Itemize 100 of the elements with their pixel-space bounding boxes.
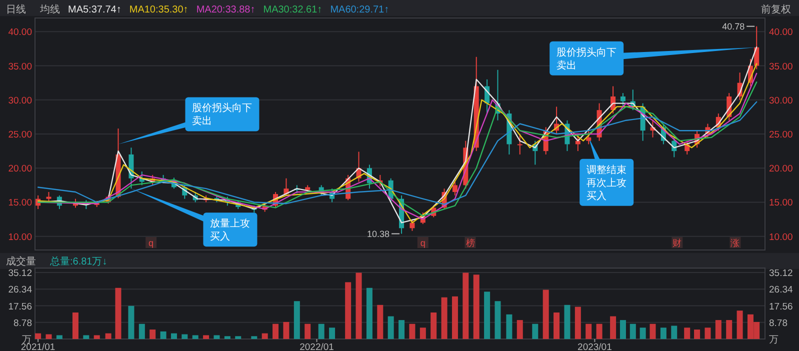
bar [586,324,592,339]
bar [630,324,636,339]
y-tick-label: 35.00 [8,61,32,72]
bar [35,333,42,339]
y-tick-label: 35.12 [8,268,32,280]
bar [388,316,394,339]
annotation: 涨 [730,238,740,248]
bar [304,324,311,339]
bar [294,301,300,339]
bar [671,326,678,339]
annotation: 10.38 [366,228,390,239]
x-tick-label: 2022/01 [300,342,334,351]
bar [214,335,220,339]
bar [420,328,426,339]
y2-tick-label: 17.56 [769,301,793,312]
bar [56,335,62,339]
bar [72,312,78,339]
y2-tick-label: 15.00 [769,198,793,209]
text: 总量:6.81万↓ [49,256,108,268]
y2-tick-label: 30.00 [769,95,793,106]
bar [377,304,384,339]
bar [170,333,177,339]
bar [356,272,362,339]
bar [610,316,616,339]
bar [640,328,646,339]
y2-tick-label: 10.00 [769,232,793,243]
annotation: 股价拐头向下卖出 [556,46,617,72]
y-tick-label: 17.56 [8,301,32,312]
bar [398,320,405,339]
bar [262,333,268,339]
bar [473,274,480,339]
bar [554,312,560,339]
candlestick [452,181,458,196]
bar [596,324,602,339]
annotation: q [420,238,426,248]
text: MA10:35.30↑ [129,4,188,16]
bar [182,334,188,339]
bar [46,334,52,339]
bar [564,304,570,339]
bar [235,336,242,339]
bar [430,312,437,339]
bar [251,336,258,339]
y2-tick-label: 万 [769,334,779,346]
chart-title: 日线 [6,4,26,16]
text: MA30:32.61↑ [263,4,322,16]
text: MA60:29.71↑ [330,4,390,16]
y-tick-label: 40.00 [8,27,32,38]
y2-tick-label: 8.78 [769,318,788,329]
bar [160,331,166,339]
bar [138,324,145,339]
bar [318,324,324,339]
candlestick [517,134,522,155]
bar [452,296,458,339]
bar [150,330,156,339]
annotation: 40.78 [722,21,745,32]
annotation: 调整结束再次上攻买入 [586,164,627,202]
y2-tick-label: 40.00 [769,27,793,38]
bar [203,335,210,339]
candlestick [586,130,592,145]
y-tick-label: 26.34 [8,284,32,296]
annotation: q [148,238,154,248]
bar [704,328,711,339]
bar [620,320,626,339]
candlestick [620,92,626,108]
bar [105,333,112,339]
annotation: 榜 [466,238,475,248]
bar [684,328,690,339]
bar [736,310,743,339]
legend-title: 均线 [39,4,60,16]
bar [694,330,700,339]
bar [726,320,732,339]
bar [366,288,372,339]
y-tick-label: 10.00 [8,232,32,243]
y2-tick-label: 35.00 [769,61,793,72]
bar [224,336,230,339]
text: MA20:33.88↑ [196,4,256,16]
bar [650,324,656,339]
bar [128,306,134,339]
bar [283,322,290,339]
bar [660,328,666,339]
bar [345,282,352,339]
bar [83,335,90,339]
bar [532,324,538,339]
bar [441,297,448,339]
bar [494,301,501,339]
chart-title: 成交量 [6,256,36,268]
y2-tick-label: 25.00 [769,130,793,140]
y-tick-label: 15.00 [8,198,32,209]
bar [94,335,100,339]
annotation: 财 [672,238,682,248]
bar [574,306,581,339]
y2-tick-label: 35.12 [769,268,793,280]
bar [272,324,279,339]
bar [715,320,722,339]
candlestick [410,218,415,232]
bar [329,328,336,339]
y2-tick-label: 26.34 [769,284,793,296]
annotation: 放量上攻买入 [210,218,250,243]
text: MA5:37.74↑ [68,4,122,16]
y-tick-label: 25.00 [8,130,32,140]
